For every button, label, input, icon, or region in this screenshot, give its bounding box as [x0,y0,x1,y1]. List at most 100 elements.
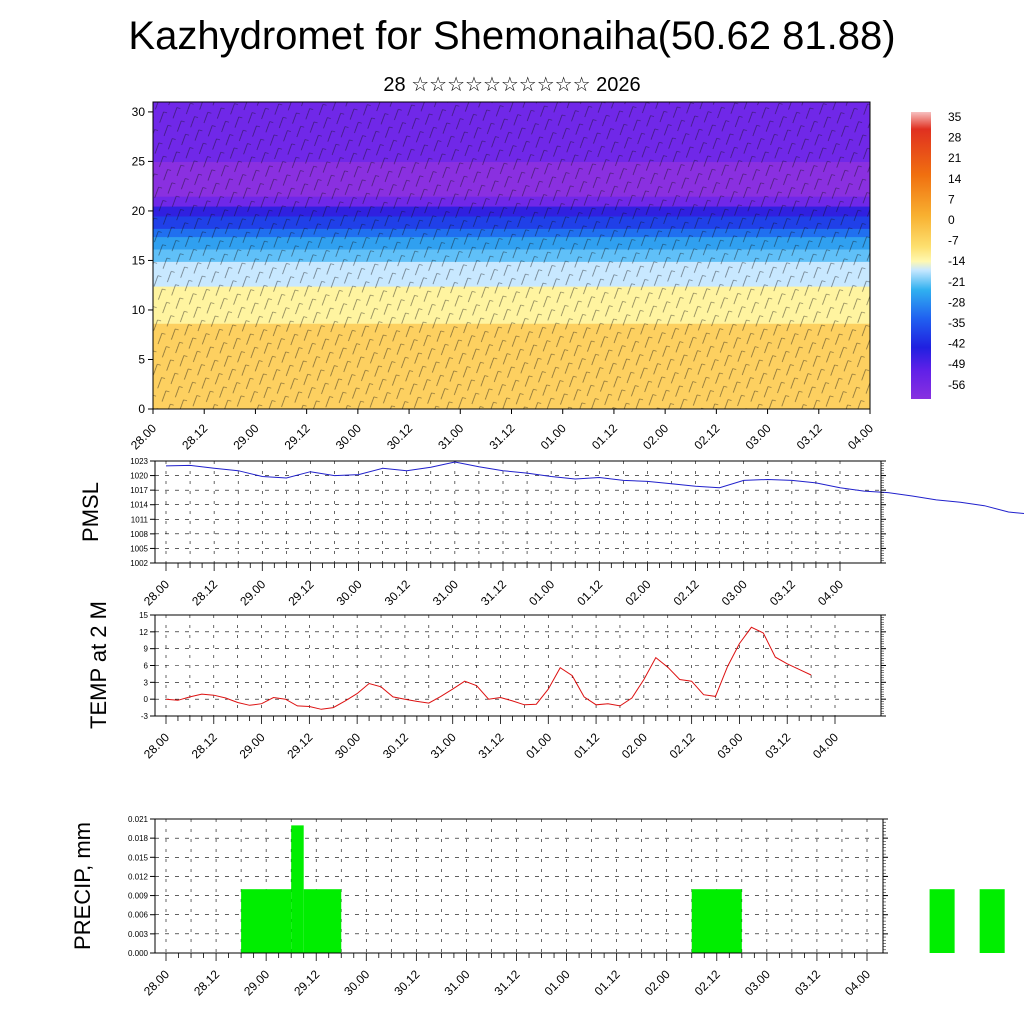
temp-xtick-label: 30.12 [380,730,411,761]
temp-xtick-label: 28.12 [189,730,220,761]
colorbar-label: -35 [948,316,966,330]
main-xtick-label: 01.12 [589,421,620,452]
colorbar-label: 21 [948,151,962,165]
precip-bar [979,889,1005,953]
colorbar-label: -56 [948,378,966,392]
pmsl-xtick-label: 28.12 [189,577,220,608]
temp-ytick-label: 6 [144,662,149,671]
colorbar-gradient [911,112,931,399]
precip-ytick-label: 0.009 [128,892,149,901]
pmsl-ytick-label: 1008 [130,530,148,539]
pmsl-xtick-label: 01.00 [526,577,557,608]
precip-xtick-label: 29.12 [291,967,322,998]
pmsl-xtick-label: 31.12 [478,577,509,608]
pmsl-ytick-label: 1020 [130,472,148,481]
precip-xtick-label: 31.12 [491,967,522,998]
main-xtick-label: 02.00 [640,421,671,452]
main-ytick-label: 5 [138,352,145,366]
wind-barbs-overlay [153,102,870,409]
main-xtick-label: 02.12 [691,421,722,452]
pmsl-xtick-label: 04.00 [815,577,846,608]
pmsl-ytick-label: 1023 [130,457,148,466]
colorbar: 35 28 21 14 7 0 -7 -14 -21 -28 -35 -42 -49 -56 [911,110,966,399]
main-xtick-label: 01.00 [538,421,569,452]
temp-xtick-label: 31.12 [475,730,506,761]
colorbar-label: 35 [948,110,962,124]
pmsl-ytick-label: 1005 [130,544,148,553]
precip-ytick-label: 0.015 [128,853,149,862]
temp-xtick-label: 29.12 [284,730,315,761]
colorbar-label: 14 [948,172,962,186]
chart-subtitle: 28 ☆☆☆☆☆☆☆☆☆☆ 2026 [383,74,641,96]
precip-bar [303,889,342,953]
temp-xtick-label: 31.00 [428,730,459,761]
pmsl-xtick-label: 30.12 [382,577,413,608]
pmsl-xtick-label: 31.00 [430,577,461,608]
main-ytick-label: 25 [132,154,146,168]
precip-xtick-label: 28.12 [191,967,222,998]
precip-ytick-label: 0.012 [128,872,149,881]
main-xtick-label: 03.12 [794,421,825,452]
main-xtick-label: 29.12 [282,421,313,452]
precip-ytick-label: 0.006 [128,911,149,920]
temp-axis-label: TEMP at 2 M [86,601,111,729]
main-ytick-label: 10 [132,303,146,317]
temp-xtick-label: 29.00 [237,730,268,761]
temp-xtick-label: 01.12 [571,730,602,761]
main-xtick-label: 31.00 [435,421,466,452]
colorbar-label: -49 [948,357,966,371]
temp-ytick-label: -3 [141,712,149,721]
temp-xtick-label: 03.12 [762,730,793,761]
temp-ytick-label: 15 [139,611,148,620]
pmsl-ytick-label: 1011 [131,515,149,524]
pmsl-axis-label: PMSL [78,482,103,542]
precip-bar [929,889,955,953]
main-xtick-label: 31.12 [486,421,517,452]
precip-xtick-label: 29.00 [241,967,272,998]
temp-ytick-label: 3 [144,678,149,687]
colorbar-label: 28 [948,131,962,145]
temp-series-line [165,626,812,710]
main-ytick-label: 0 [138,402,145,416]
temp-xtick-label: 28.00 [141,730,172,761]
precip-xtick-label: 02.00 [642,967,673,998]
pmsl-xtick-label: 03.00 [719,577,750,608]
precip-panel: 0.000 0.003 0.006 0.009 0.012 0.015 0.018 0.021… [70,815,1005,998]
pmsl-xtick-label: 01.12 [574,577,605,608]
colorbar-label: -21 [948,275,966,289]
precip-xtick-label: 02.12 [692,967,723,998]
pmsl-series-line [165,461,1024,515]
precip-xtick-label: 03.00 [742,967,773,998]
temp-xtick-label: 01.00 [523,730,554,761]
pmsl-ytick-label: 1014 [130,501,148,510]
chart-title: Kazhydromet for Shemonaiha(50.62 81.88) [128,14,896,58]
main-xtick-label: 30.12 [384,421,415,452]
temp-xtick-label: 30.00 [332,730,363,761]
precip-xtick-label: 30.00 [341,967,372,998]
precip-bar [241,889,292,953]
pmsl-ytick-label: 1002 [130,559,148,568]
temp-xtick-label: 03.00 [714,730,745,761]
main-xtick-label: 03.00 [743,421,774,452]
temp-ytick-label: 12 [139,628,148,637]
colorbar-label: 7 [948,192,955,206]
precip-ytick-label: 0.018 [128,834,149,843]
main-xtick-label: 30.00 [333,421,364,452]
precip-xtick-label: 04.00 [842,967,873,998]
pmsl-xtick-label: 02.00 [622,577,653,608]
main-ytick-label: 30 [132,105,146,119]
main-ytick-label: 20 [132,204,146,218]
precip-ytick-label: 0.021 [128,815,149,824]
temp-xtick-label: 02.00 [619,730,650,761]
main-xtick-label: 28.12 [179,421,210,452]
precip-xtick-label: 01.00 [542,967,573,998]
precip-xtick-label: 03.12 [792,967,823,998]
colorbar-label: -42 [948,337,966,351]
precip-ytick-label: 0.003 [128,930,149,939]
colorbar-label: -28 [948,295,966,309]
temp-ytick-label: 9 [144,645,149,654]
pmsl-panel: 1002 1005 1008 1011 1014 1017 1020 1023 28.00 28… [78,457,1024,608]
colorbar-label: 0 [948,213,955,227]
main-xtick-label: 29.00 [230,421,261,452]
